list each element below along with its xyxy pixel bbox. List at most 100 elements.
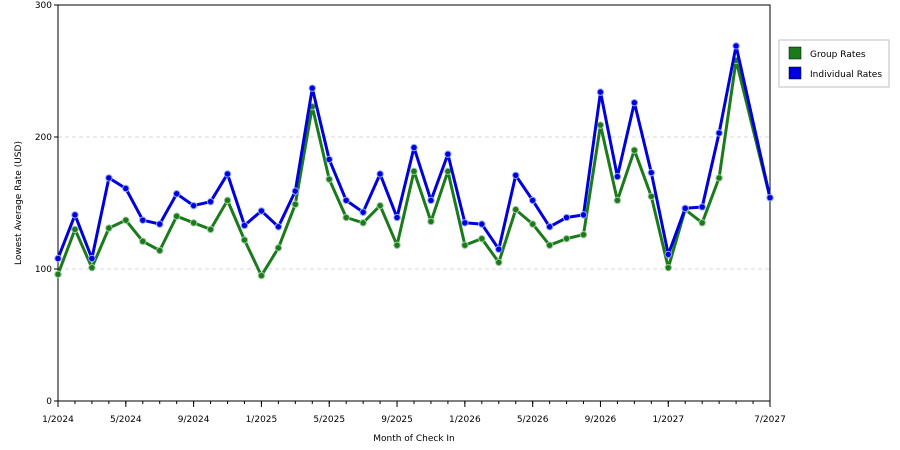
- data-point-individual-rates-3-2025[interactable]: [291, 187, 300, 195]
- legend: Group Rates Individual Rates: [778, 39, 890, 88]
- data-point-group-rates-10-2026[interactable]: [613, 196, 622, 205]
- data-point-group-rates-9-2026[interactable]: [596, 121, 605, 129]
- data-point-individual-rates-1-2024[interactable]: [54, 254, 62, 263]
- data-point-individual-rates-4-2025[interactable]: [308, 84, 316, 92]
- data-point-group-rates-6-2025[interactable]: [342, 213, 350, 222]
- data-point-individual-rates-5-2024[interactable]: [122, 184, 130, 193]
- data-point-group-rates-12-2024[interactable]: [240, 236, 249, 244]
- data-point-individual-rates-12-2025[interactable]: [444, 150, 452, 158]
- data-point-individual-rates-8-2025[interactable]: [376, 170, 384, 178]
- x-tick-label-1-2026: 1/2026: [449, 415, 481, 425]
- x-tick-label-5-2026: 5/2026: [517, 415, 549, 425]
- x-tick-label-1-2025: 1/2025: [246, 415, 278, 425]
- data-point-individual-rates-8-2024[interactable]: [172, 190, 181, 198]
- data-point-group-rates-5-2024[interactable]: [122, 216, 130, 224]
- data-point-group-rates-1-2026[interactable]: [461, 241, 469, 249]
- data-point-individual-rates-3-2027[interactable]: [698, 203, 706, 211]
- data-point-group-rates-11-2024[interactable]: [223, 196, 232, 205]
- data-point-individual-rates-11-2025[interactable]: [427, 196, 435, 205]
- series-individual-rates: [54, 42, 774, 263]
- legend-swatch-individual-rates: [788, 66, 802, 80]
- data-point-individual-rates-4-2027[interactable]: [715, 129, 723, 137]
- x-tick-label-1-2027: 1/2027: [652, 415, 684, 425]
- data-point-group-rates-3-2025[interactable]: [291, 200, 300, 209]
- data-point-individual-rates-2-2027[interactable]: [681, 204, 689, 212]
- data-point-individual-rates-9-2025[interactable]: [393, 213, 401, 222]
- data-point-group-rates-8-2024[interactable]: [172, 212, 181, 220]
- data-point-group-rates-8-2026[interactable]: [579, 230, 588, 239]
- data-point-group-rates-7-2026[interactable]: [562, 234, 571, 243]
- x-axis-title: Month of Check In: [373, 434, 455, 444]
- data-point-individual-rates-2-2026[interactable]: [478, 220, 486, 228]
- data-point-individual-rates-2-2024[interactable]: [71, 211, 79, 219]
- data-point-group-rates-5-2026[interactable]: [528, 220, 537, 228]
- y-axis-title: Lowest Average Rate (USD): [14, 141, 24, 265]
- data-point-individual-rates-4-2026[interactable]: [512, 171, 520, 179]
- data-point-individual-rates-3-2026[interactable]: [495, 245, 503, 253]
- x-tick-label-9-2026: 9/2026: [585, 415, 617, 425]
- data-point-group-rates-12-2026[interactable]: [647, 192, 656, 201]
- data-point-individual-rates-5-2027[interactable]: [732, 42, 740, 50]
- data-point-individual-rates-10-2025[interactable]: [410, 143, 418, 152]
- data-point-group-rates-9-2025[interactable]: [393, 241, 401, 249]
- data-point-group-rates-3-2027[interactable]: [698, 219, 706, 227]
- data-point-individual-rates-10-2024[interactable]: [206, 197, 215, 206]
- data-point-group-rates-11-2026[interactable]: [630, 146, 639, 154]
- data-point-individual-rates-6-2025[interactable]: [342, 196, 350, 205]
- data-point-group-rates-3-2024[interactable]: [88, 263, 96, 272]
- data-point-group-rates-2-2025[interactable]: [274, 244, 283, 252]
- x-tick-label-7-2027: 7/2027: [754, 415, 786, 425]
- data-point-group-rates-2-2024[interactable]: [71, 225, 79, 234]
- x-tick-label-5-2024: 5/2024: [110, 415, 142, 425]
- legend-label-individual-rates: Individual Rates: [810, 70, 882, 80]
- data-point-group-rates-4-2024[interactable]: [105, 224, 113, 232]
- data-point-individual-rates-12-2024[interactable]: [240, 221, 249, 230]
- data-point-group-rates-7-2025[interactable]: [359, 219, 367, 227]
- data-point-individual-rates-9-2026[interactable]: [596, 88, 605, 96]
- data-point-individual-rates-1-2026[interactable]: [461, 219, 469, 227]
- data-point-group-rates-1-2027[interactable]: [664, 263, 672, 272]
- data-point-group-rates-10-2024[interactable]: [206, 225, 215, 234]
- data-point-group-rates-5-2025[interactable]: [325, 175, 333, 183]
- data-point-individual-rates-7-2025[interactable]: [359, 208, 367, 216]
- x-tick-label-9-2025: 9/2025: [381, 415, 413, 425]
- data-point-individual-rates-7-2024[interactable]: [156, 220, 164, 228]
- data-point-individual-rates-1-2025[interactable]: [257, 207, 266, 215]
- data-point-individual-rates-5-2025[interactable]: [325, 155, 333, 164]
- data-point-individual-rates-7-2026[interactable]: [562, 213, 571, 222]
- data-point-group-rates-6-2026[interactable]: [545, 241, 554, 249]
- data-point-individual-rates-7-2027[interactable]: [766, 194, 774, 202]
- x-tick-label-9-2024: 9/2024: [178, 415, 210, 425]
- x-tick-label-5-2025: 5/2025: [313, 415, 345, 425]
- data-point-group-rates-10-2025[interactable]: [410, 167, 418, 176]
- data-point-individual-rates-5-2026[interactable]: [528, 196, 537, 205]
- data-point-individual-rates-1-2027[interactable]: [664, 250, 672, 259]
- data-point-individual-rates-2-2025[interactable]: [274, 223, 283, 231]
- data-point-group-rates-1-2024[interactable]: [54, 270, 62, 278]
- data-point-group-rates-11-2025[interactable]: [427, 217, 435, 226]
- data-point-individual-rates-4-2024[interactable]: [105, 174, 113, 182]
- data-point-group-rates-2-2026[interactable]: [478, 234, 486, 243]
- data-point-group-rates-3-2026[interactable]: [495, 258, 503, 267]
- data-point-individual-rates-6-2026[interactable]: [545, 223, 554, 231]
- x-axis-ticks: 1/2024 5/2024 9/2024 1/2025 5/2025 9/2025 1/20…: [42, 401, 786, 425]
- data-point-individual-rates-9-2024[interactable]: [189, 201, 198, 210]
- data-point-group-rates-8-2025[interactable]: [376, 201, 384, 210]
- data-point-individual-rates-12-2026[interactable]: [647, 168, 656, 177]
- series-group-rates: [54, 56, 774, 280]
- data-point-individual-rates-3-2024[interactable]: [88, 254, 96, 263]
- data-point-group-rates-1-2025[interactable]: [257, 271, 266, 280]
- plot-area-frame: [57, 4, 771, 402]
- data-point-group-rates-4-2026[interactable]: [512, 205, 520, 214]
- data-point-group-rates-6-2024[interactable]: [139, 237, 147, 245]
- data-point-group-rates-7-2024[interactable]: [156, 246, 164, 255]
- y-tick-label-300: 300: [35, 1, 52, 11]
- data-point-individual-rates-11-2024[interactable]: [223, 170, 232, 178]
- data-point-individual-rates-10-2026[interactable]: [613, 172, 622, 181]
- data-point-group-rates-4-2027[interactable]: [715, 174, 723, 182]
- data-point-individual-rates-8-2026[interactable]: [579, 211, 588, 219]
- data-point-group-rates-9-2024[interactable]: [189, 219, 198, 227]
- data-point-individual-rates-6-2024[interactable]: [139, 216, 147, 224]
- data-point-individual-rates-11-2026[interactable]: [630, 98, 639, 107]
